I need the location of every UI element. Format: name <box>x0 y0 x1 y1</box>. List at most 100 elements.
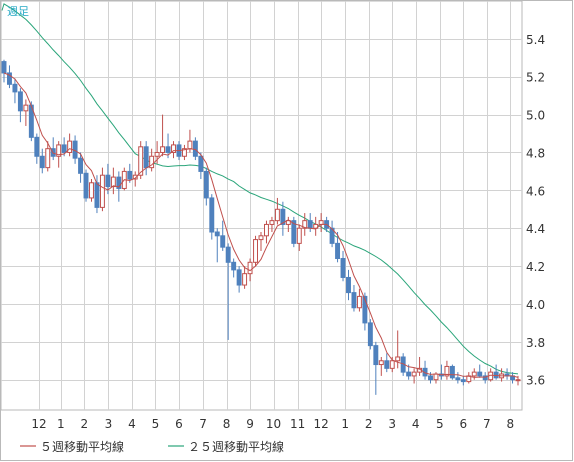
candle-body <box>318 220 324 225</box>
y-tick-label: 4.2 <box>526 260 545 274</box>
candle-body <box>471 371 477 377</box>
candle-body <box>154 151 160 157</box>
x-tick-label: 2 <box>81 417 89 431</box>
y-tick-label: 5.2 <box>526 71 545 85</box>
candle-body <box>433 373 439 381</box>
candle-body <box>269 220 275 225</box>
x-tick-label: 12 <box>314 417 329 431</box>
candle-body <box>236 269 242 286</box>
candle-body <box>67 140 73 153</box>
candles-layer <box>1 59 521 395</box>
candle-body <box>198 155 204 172</box>
candle-body <box>302 220 308 229</box>
candle-body <box>346 276 351 294</box>
candle-body <box>444 365 450 377</box>
ma5-layer <box>3 72 519 378</box>
candle-body <box>482 375 488 381</box>
candle-body <box>171 144 176 153</box>
candle-body <box>138 146 144 176</box>
candle-body <box>247 261 253 275</box>
candle-body <box>6 72 12 85</box>
candle-body <box>477 371 483 377</box>
candle-body <box>242 273 248 286</box>
candle-body <box>280 208 286 225</box>
candle-body <box>105 174 111 188</box>
candle-body <box>56 144 62 157</box>
y-tick-label: 4.6 <box>526 184 545 198</box>
candle-body <box>285 220 291 225</box>
candle-body <box>225 246 231 263</box>
candle-body <box>214 231 220 237</box>
x-tick-label: 4 <box>412 417 420 431</box>
x-tick-label: 6 <box>459 417 467 431</box>
y-tick-label: 4.0 <box>526 298 545 312</box>
candle-body <box>253 239 259 263</box>
candle-body <box>220 235 226 248</box>
ma25-line <box>1 3 519 375</box>
x-tick-label: 10 <box>266 417 281 431</box>
candle-body <box>203 170 209 199</box>
x-tick-label: 5 <box>436 417 444 431</box>
period-label: 週足 <box>7 5 29 18</box>
x-tick-label: 2 <box>365 417 373 431</box>
candle-body <box>192 140 198 157</box>
candle-body <box>116 176 122 189</box>
candle-body <box>149 155 155 169</box>
candle-body <box>83 172 89 199</box>
candle-body <box>373 345 379 366</box>
candle-body <box>274 208 280 222</box>
candle-body <box>362 295 368 324</box>
legend-ma5-label: ５週移動平均線 <box>40 439 124 454</box>
candle-body <box>258 235 264 241</box>
x-tick-label: 8 <box>223 417 231 431</box>
x-tick-label: 7 <box>483 417 491 431</box>
candle-body <box>181 148 187 157</box>
x-tick-label: 1 <box>341 417 349 431</box>
y-tick-label: 3.8 <box>526 336 545 350</box>
legend-ma25-label: ２５週移動平均線 <box>188 439 284 454</box>
candle-body <box>340 258 346 278</box>
candle-body <box>406 371 412 377</box>
candle-body <box>94 182 100 208</box>
candle-body <box>335 242 341 260</box>
candle-body <box>428 375 433 381</box>
candle-body <box>291 220 297 244</box>
candle-body <box>449 365 455 379</box>
y-tick-label: 5.0 <box>526 109 545 123</box>
y-tick-label: 5.4 <box>526 33 545 47</box>
candle-body <box>110 176 116 188</box>
candle-body <box>307 220 313 229</box>
ma5-line <box>3 72 519 378</box>
candle-body <box>12 83 18 93</box>
candle-body <box>39 155 45 169</box>
x-tick-label: 4 <box>128 417 136 431</box>
candle-body <box>313 223 319 229</box>
y-axis: 3.6 3.8 4.0 4.2 4.4 4.6 4.8 5.0 5.2 5.4 <box>526 33 545 388</box>
candle-body <box>143 146 149 169</box>
candle-body <box>17 91 23 112</box>
candle-body <box>61 144 67 153</box>
candle-body <box>367 322 373 347</box>
x-tick-label: 6 <box>175 417 183 431</box>
candle-body <box>34 136 40 157</box>
candle-body <box>296 227 302 244</box>
x-tick-label: 9 <box>246 417 254 431</box>
x-axis: 12 1 2 3 4 5 6 7 8 9 10 11 12 1 2 3 4 5 6 7 8 <box>31 417 514 431</box>
x-tick-label: 7 <box>199 417 207 431</box>
candle-body <box>263 223 269 237</box>
candle-body <box>356 295 362 309</box>
candle-body <box>378 360 384 366</box>
candle-body <box>329 227 335 244</box>
candle-body <box>187 140 193 150</box>
candle-body <box>89 182 94 199</box>
plot-border <box>0 0 523 411</box>
candle-body <box>127 170 133 180</box>
candle-body <box>411 371 417 377</box>
y-tick-label: 4.8 <box>526 146 545 160</box>
legend: ５週移動平均線 ２５週移動平均線 <box>20 439 284 454</box>
x-tick-label: 1 <box>57 417 65 431</box>
x-tick-label: 3 <box>105 417 113 431</box>
candle-body <box>395 356 401 362</box>
ma25-layer <box>1 3 519 375</box>
